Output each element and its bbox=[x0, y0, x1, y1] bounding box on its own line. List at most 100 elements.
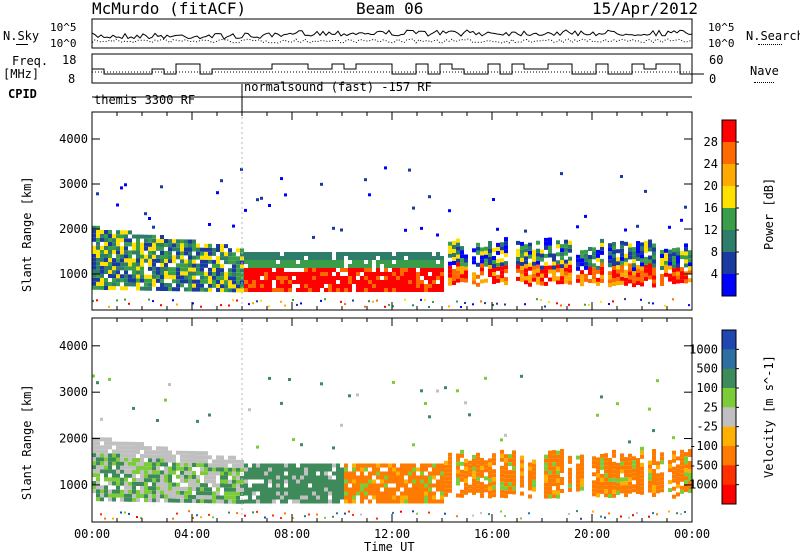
echo-cell bbox=[688, 477, 692, 481]
echo-cell bbox=[680, 255, 684, 260]
echo-cell bbox=[432, 256, 436, 260]
echo-cell bbox=[116, 461, 120, 466]
echo-cell bbox=[224, 260, 228, 265]
echo-cell bbox=[336, 272, 340, 276]
echo-cell bbox=[464, 266, 468, 271]
clutter-cell bbox=[424, 298, 426, 301]
echo-cell bbox=[244, 483, 248, 488]
echo-cell bbox=[236, 495, 240, 500]
echo-cell bbox=[296, 467, 300, 472]
scatter-cell bbox=[156, 419, 159, 422]
echo-cell bbox=[532, 487, 536, 492]
echo-cell bbox=[404, 487, 408, 492]
echo-cell bbox=[304, 491, 308, 496]
echo-cell bbox=[396, 256, 400, 260]
echo-cell bbox=[168, 478, 172, 483]
echo-cell bbox=[480, 493, 484, 498]
echo-cell bbox=[400, 499, 404, 504]
echo-cell bbox=[200, 463, 204, 468]
scatter-cell bbox=[256, 198, 259, 202]
echo-cell bbox=[292, 272, 296, 276]
clutter-cell bbox=[236, 299, 238, 302]
echo-cell bbox=[460, 254, 464, 259]
echo-cell bbox=[276, 463, 280, 468]
echo-cell bbox=[584, 253, 588, 258]
echo-cell bbox=[132, 266, 136, 271]
echo-cell bbox=[308, 479, 312, 484]
echo-cell bbox=[552, 458, 556, 463]
echo-cell bbox=[340, 475, 344, 480]
echo-cell bbox=[172, 255, 176, 260]
echo-cell bbox=[476, 488, 480, 493]
echo-cell bbox=[280, 499, 284, 504]
echo-cell bbox=[244, 463, 248, 468]
echo-cell bbox=[248, 264, 252, 268]
echo-cell bbox=[476, 472, 480, 477]
echo-cell bbox=[144, 282, 148, 287]
echo-cell bbox=[500, 469, 504, 474]
echo-cell bbox=[596, 473, 600, 478]
echo-cell bbox=[392, 471, 396, 476]
echo-cell bbox=[228, 467, 232, 472]
echo-cell bbox=[600, 266, 604, 271]
echo-cell bbox=[248, 276, 252, 280]
echo-cell bbox=[320, 276, 324, 280]
echo-cell bbox=[308, 280, 312, 284]
echo-cell bbox=[400, 268, 404, 272]
echo-cell bbox=[592, 271, 596, 276]
echo-cell bbox=[296, 288, 300, 292]
echo-cell bbox=[196, 267, 200, 272]
echo-cell bbox=[632, 267, 636, 272]
echo-cell bbox=[164, 482, 168, 487]
echo-cell bbox=[372, 280, 376, 284]
echo-cell bbox=[148, 278, 152, 283]
echo-cell bbox=[140, 478, 144, 482]
echo-cell bbox=[596, 457, 600, 462]
echo-cell bbox=[424, 487, 428, 492]
clutter-cell bbox=[292, 299, 294, 301]
echo-cell bbox=[428, 499, 432, 504]
echo-cell bbox=[232, 264, 236, 269]
echo-cell bbox=[380, 483, 384, 488]
colorbar-tick-label: 500 bbox=[696, 362, 718, 376]
echo-cell bbox=[408, 463, 412, 468]
echo-cell bbox=[332, 260, 336, 264]
echo-cell bbox=[552, 454, 556, 459]
echo-cell bbox=[616, 466, 620, 471]
clutter-cell bbox=[140, 516, 142, 519]
echo-cell bbox=[580, 262, 584, 267]
echo-cell bbox=[228, 495, 232, 500]
echo-cell bbox=[184, 486, 188, 491]
echo-cell bbox=[660, 266, 664, 270]
echo-cell bbox=[192, 239, 196, 244]
echo-cell bbox=[424, 495, 428, 500]
echo-cell bbox=[104, 473, 108, 478]
echo-cell bbox=[164, 263, 168, 267]
echo-cell bbox=[100, 453, 104, 458]
echo-cell bbox=[336, 479, 340, 484]
echo-cell bbox=[600, 262, 604, 267]
echo-cell bbox=[648, 243, 652, 248]
echo-cell bbox=[92, 257, 96, 262]
echo-cell bbox=[496, 266, 500, 271]
echo-cell bbox=[136, 470, 140, 474]
echo-cell bbox=[260, 260, 264, 264]
clutter-cell bbox=[620, 515, 622, 518]
echo-cell bbox=[608, 279, 612, 284]
echo-cell bbox=[160, 251, 164, 255]
echo-cell bbox=[420, 463, 424, 468]
echo-cell bbox=[132, 449, 136, 454]
echo-cell bbox=[148, 498, 152, 503]
echo-cell bbox=[672, 256, 676, 261]
echo-cell bbox=[208, 495, 212, 500]
echo-cell bbox=[448, 472, 452, 477]
echo-cell bbox=[376, 467, 380, 472]
echo-cell bbox=[480, 255, 484, 260]
echo-cell bbox=[144, 470, 148, 475]
echo-cell bbox=[404, 280, 408, 284]
echo-cell bbox=[304, 252, 308, 256]
echo-cell bbox=[544, 458, 548, 463]
echo-cell bbox=[140, 254, 144, 259]
echo-cell bbox=[684, 452, 688, 457]
echo-cell bbox=[408, 467, 412, 472]
